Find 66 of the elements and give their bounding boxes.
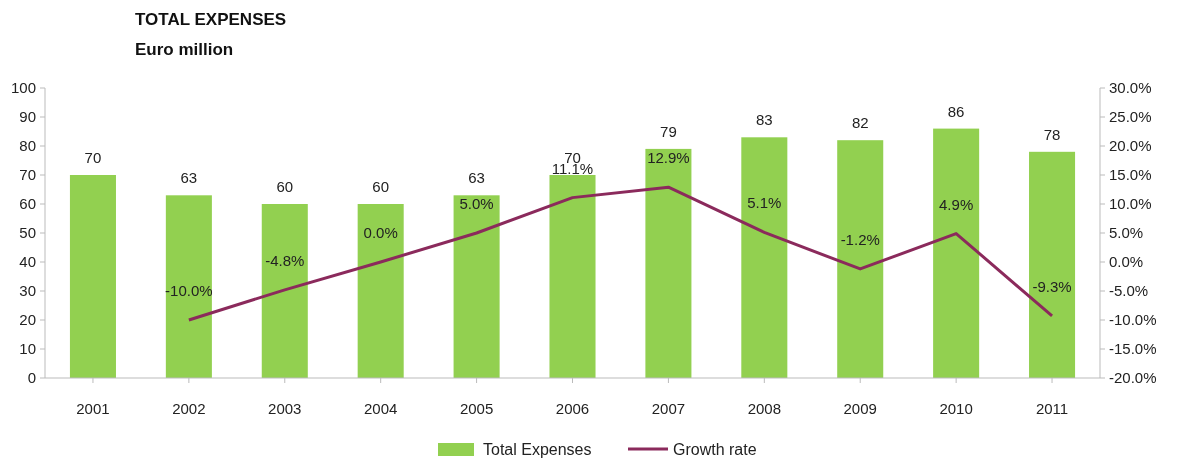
data-label: -1.2% <box>840 230 880 248</box>
bar <box>837 140 884 378</box>
y2-tick-label: 5.0% <box>1109 224 1144 241</box>
x-tick-label: 2010 <box>939 400 973 417</box>
y-tick-label: 60 <box>19 195 36 212</box>
y2-tick-label: 25.0% <box>1109 108 1152 125</box>
bar <box>357 204 404 378</box>
bar <box>165 195 212 378</box>
x-tick-label: 2004 <box>363 400 398 417</box>
y2-tick-label: -5.0% <box>1109 282 1149 299</box>
data-label: 70 <box>84 149 102 166</box>
data-label: 5.0% <box>459 195 494 212</box>
x-tick-label: 2009 <box>843 400 877 417</box>
data-label: 82 <box>851 114 869 132</box>
data-label: -4.8% <box>265 251 305 269</box>
y-tick-label: 50 <box>19 224 36 241</box>
y2-tick-label: -10.0% <box>1109 311 1157 328</box>
bar <box>549 175 596 378</box>
bar <box>645 148 692 378</box>
y-tick-label: 20 <box>19 311 36 328</box>
bar <box>933 128 980 378</box>
y2-tick-label: 15.0% <box>1109 166 1152 183</box>
x-tick-label: 2007 <box>651 400 686 417</box>
x-tick-label: 2001 <box>76 400 110 417</box>
y2-tick-label: 10.0% <box>1109 195 1152 212</box>
bar <box>69 175 116 378</box>
bar <box>1029 151 1076 378</box>
chart-subtitle: Euro million <box>135 40 234 59</box>
data-label: 60 <box>276 178 294 195</box>
data-label: 60 <box>372 178 390 195</box>
data-label: 0.0% <box>363 224 398 241</box>
data-label: 5.1% <box>747 194 782 212</box>
bar <box>741 137 788 378</box>
data-label: -9.3% <box>1032 277 1072 295</box>
x-tick-label: 2003 <box>268 400 302 417</box>
data-label: 86 <box>947 102 965 120</box>
y-tick-label: 0 <box>27 369 36 386</box>
x-tick-label: 2006 <box>555 400 590 417</box>
chart-title: TOTAL EXPENSES <box>135 10 287 29</box>
y2-tick-label: -20.0% <box>1109 369 1157 386</box>
legend-label: Growth rate <box>673 441 757 458</box>
x-tick-label: 2008 <box>747 400 782 417</box>
y2-tick-label: 0.0% <box>1109 253 1144 270</box>
y-tick-label: 100 <box>10 79 36 96</box>
legend-label: Total Expenses <box>483 441 592 458</box>
y-tick-label: 30 <box>19 282 36 299</box>
y-tick-label: 70 <box>19 166 36 183</box>
data-label: 79 <box>660 122 677 140</box>
data-label: 12.9% <box>647 149 690 167</box>
bar <box>453 195 500 378</box>
y-tick-label: 10 <box>19 340 36 357</box>
y2-tick-label: 20.0% <box>1109 137 1152 154</box>
y-tick-label: 90 <box>19 108 36 125</box>
y-tick-label: 40 <box>19 253 36 270</box>
y2-tick-label: 30.0% <box>1109 79 1152 96</box>
data-label: 4.9% <box>939 195 974 213</box>
y-tick-label: 80 <box>19 137 36 154</box>
bar <box>261 204 308 378</box>
data-label: 63 <box>180 169 198 187</box>
x-tick-label: 2002 <box>172 400 206 417</box>
data-label: 63 <box>468 169 485 187</box>
y2-tick-label: -15.0% <box>1109 340 1157 357</box>
data-label: 78 <box>1043 125 1061 143</box>
x-tick-label: 2011 <box>1035 400 1069 417</box>
data-label: 83 <box>755 111 773 129</box>
x-tick-label: 2005 <box>459 400 494 417</box>
